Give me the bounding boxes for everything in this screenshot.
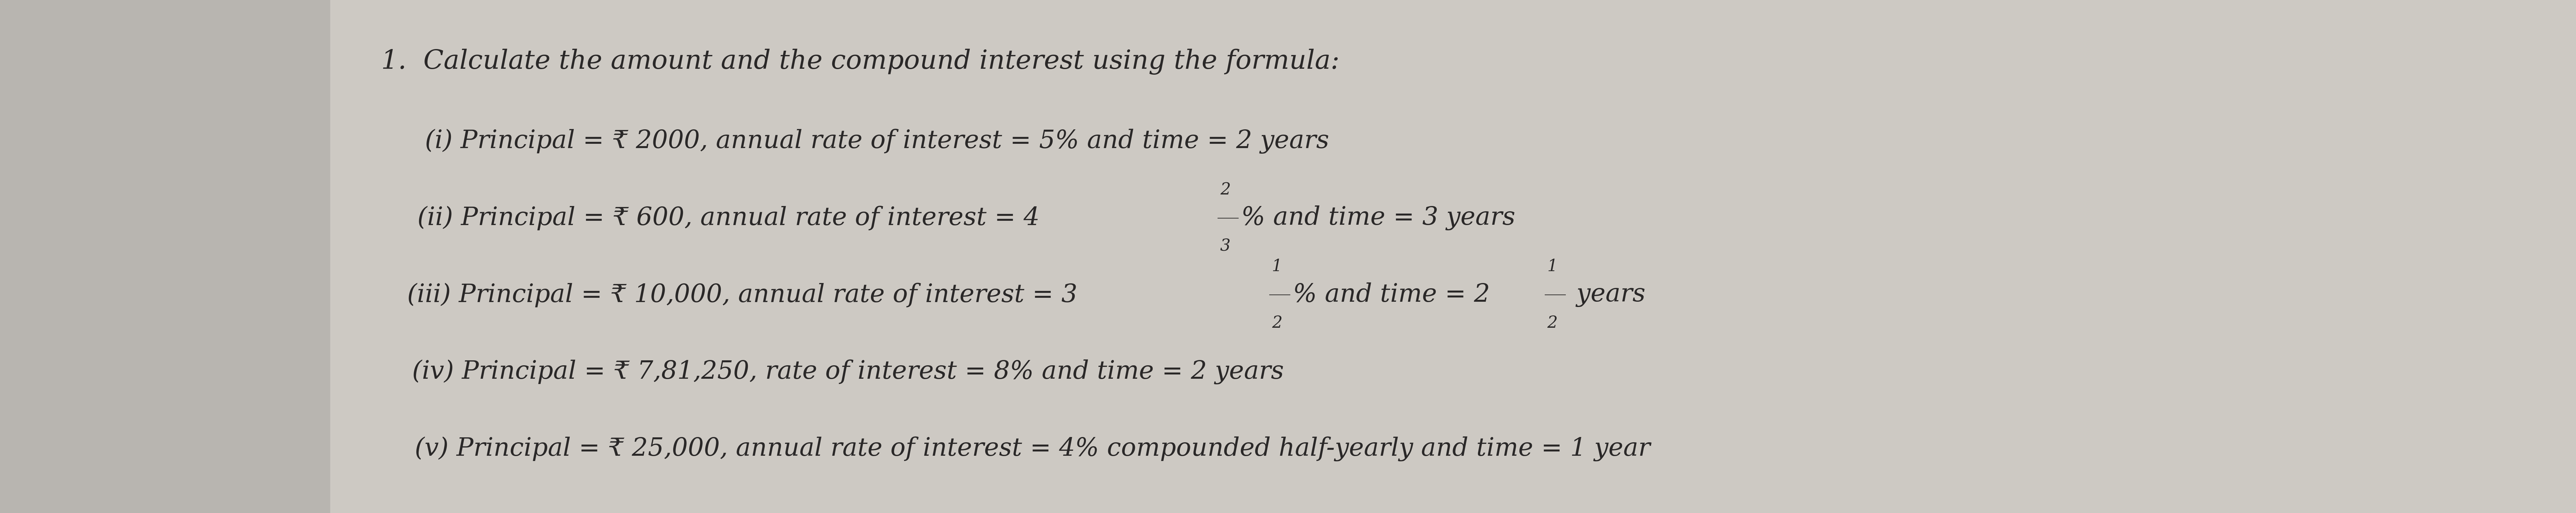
- Text: 2: 2: [1273, 315, 1283, 331]
- Text: (iv) Principal = ₹ 7,81,250, rate of interest = 8% and time = 2 years: (iv) Principal = ₹ 7,81,250, rate of int…: [412, 360, 1283, 384]
- Text: (ii) Principal = ₹ 600, annual rate of interest = 4: (ii) Principal = ₹ 600, annual rate of i…: [417, 206, 1041, 230]
- Text: (iii) Principal = ₹ 10,000, annual rate of interest = 3: (iii) Principal = ₹ 10,000, annual rate …: [407, 283, 1077, 307]
- Text: (v) Principal = ₹ 25,000, annual rate of interest = 4% compounded half-yearly an: (v) Principal = ₹ 25,000, annual rate of…: [415, 437, 1651, 461]
- Text: 2: 2: [1548, 315, 1558, 331]
- Text: 1: 1: [1548, 259, 1558, 275]
- Bar: [0, 0, 330, 513]
- Text: % and time = 3 years: % and time = 3 years: [1242, 206, 1515, 230]
- Text: years: years: [1569, 283, 1646, 307]
- Text: 1.  Calculate the amount and the compound interest using the formula:: 1. Calculate the amount and the compound…: [381, 49, 1340, 74]
- Text: 2: 2: [1221, 182, 1231, 198]
- Text: 1: 1: [1273, 259, 1283, 275]
- Text: % and time = 2: % and time = 2: [1293, 283, 1489, 307]
- Text: (i) Principal = ₹ 2000, annual rate of interest = 5% and time = 2 years: (i) Principal = ₹ 2000, annual rate of i…: [425, 129, 1329, 153]
- Text: 3: 3: [1221, 238, 1231, 254]
